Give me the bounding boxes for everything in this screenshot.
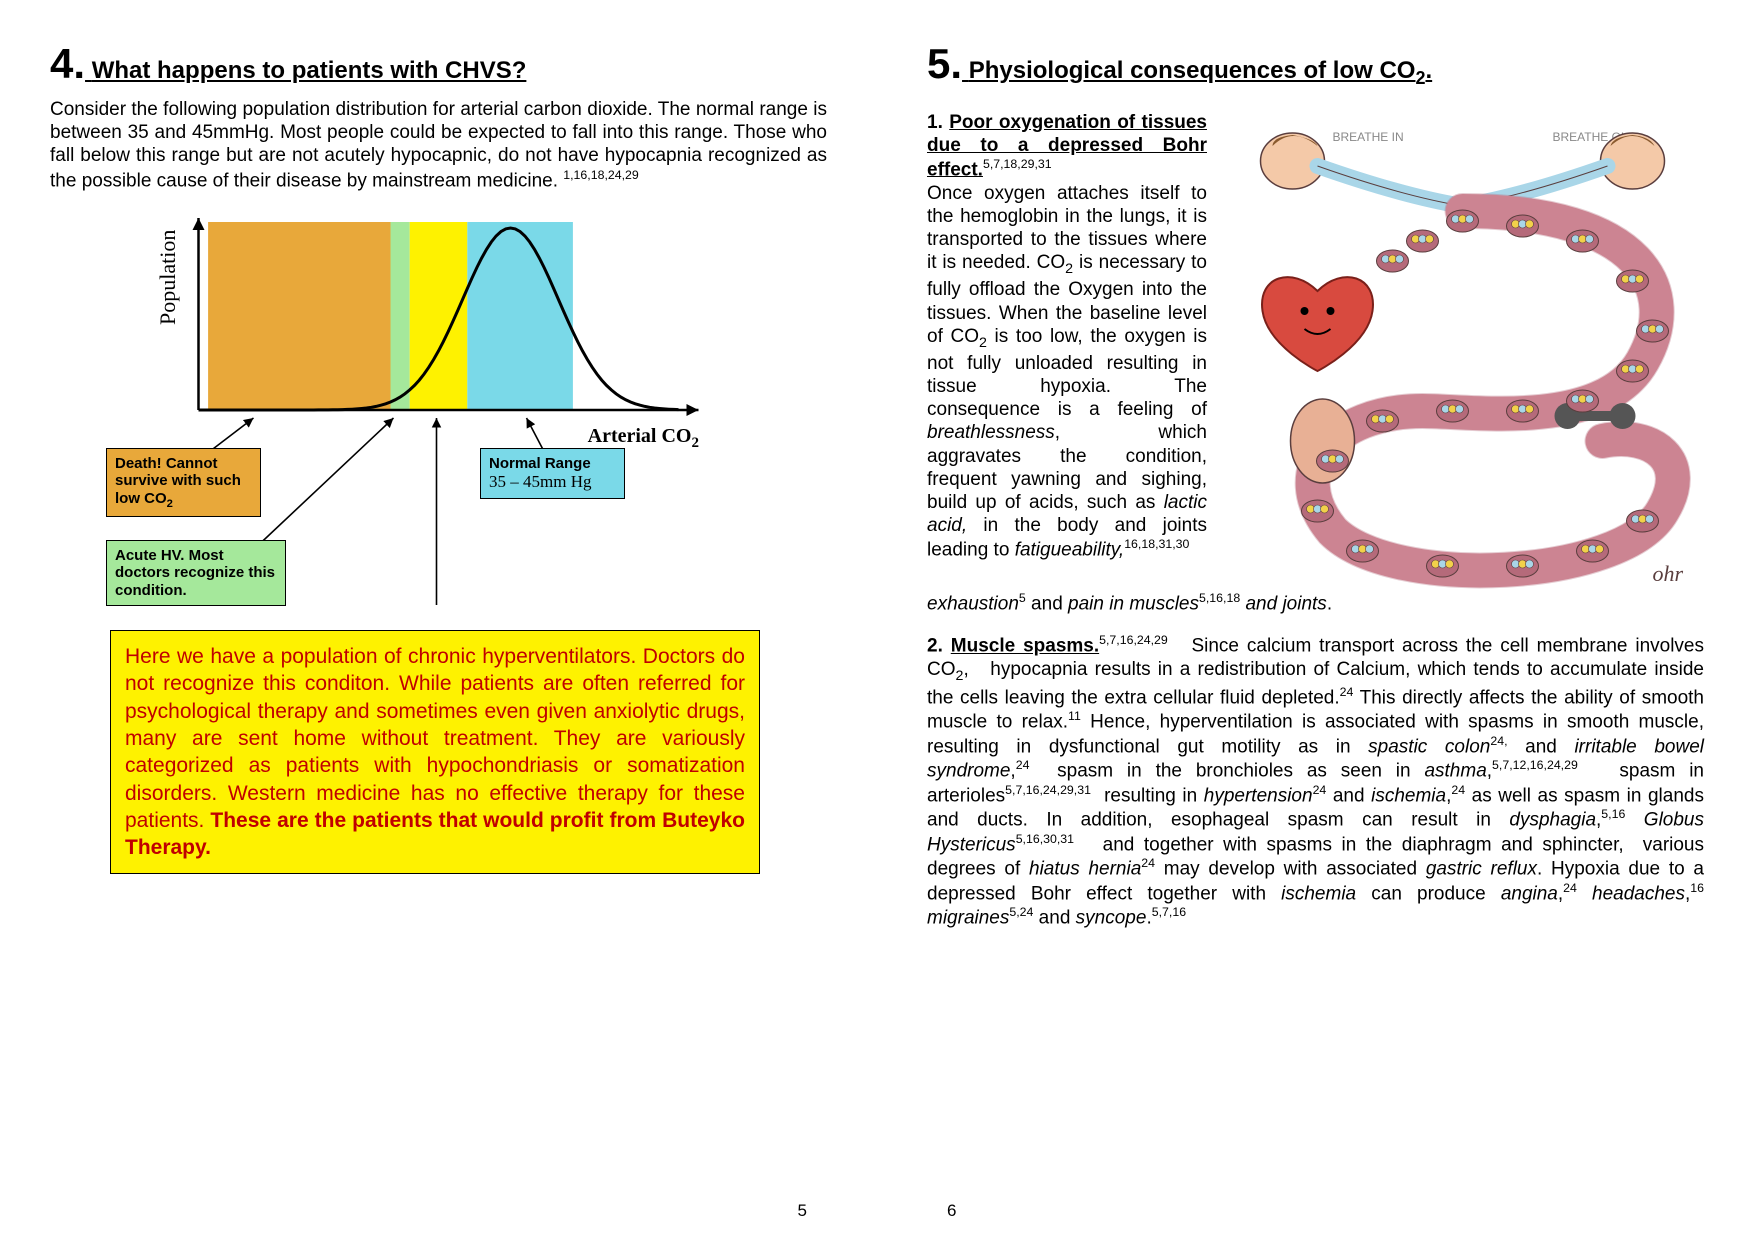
page-6: 5. Physiological consequences of low CO2… [877,0,1754,1239]
breathe-in-label: BREATHE IN [1333,130,1404,144]
subsection-1-text: 1. Poor oxygenation of tissues due to a … [927,111,1207,591]
illustration-signature: ohr [1653,561,1684,586]
page-number-6: 6 [947,1201,956,1221]
chart-ylabel: Population [155,230,181,325]
section-4-heading: 4. What happens to patients with CHVS? [50,40,827,88]
callout-acute: Acute HV. Most doctors recognize this co… [106,540,286,606]
population-co2-chart: Population Arterial CO2 [50,210,827,610]
circulation-illustration: BREATHE IN BREATHE OUT [1221,111,1704,591]
page-5: 4. What happens to patients with CHVS? C… [0,0,877,1239]
right-two-col: 1. Poor oxygenation of tissues due to a … [927,111,1704,591]
section-5-heading: 5. Physiological consequences of low CO2… [927,40,1704,89]
heart-icon [1262,277,1373,371]
callout-death: Death! Cannot survive with such low CO2 [106,448,261,517]
subsection-2-text: 2. Muscle spasms.5,7,16,24,29 Since calc… [927,633,1704,930]
yellow-summary-box: Here we have a population of chronic hyp… [110,630,760,874]
section-number: 4. [50,40,85,88]
page-number-5: 5 [798,1201,807,1221]
subsection-1-continuation: exhaustion5 and pain in muscles5,16,18 a… [927,591,1704,616]
section-4-intro: Consider the following population distri… [50,98,827,192]
callout-normal: Normal Range 35 – 45mm Hg [480,448,625,499]
lung-icon [1291,399,1355,483]
citation-refs: 1,16,18,24,29 [563,168,639,182]
section-title: What happens to patients with CHVS? [92,57,527,84]
section-number: 5. [927,40,962,88]
